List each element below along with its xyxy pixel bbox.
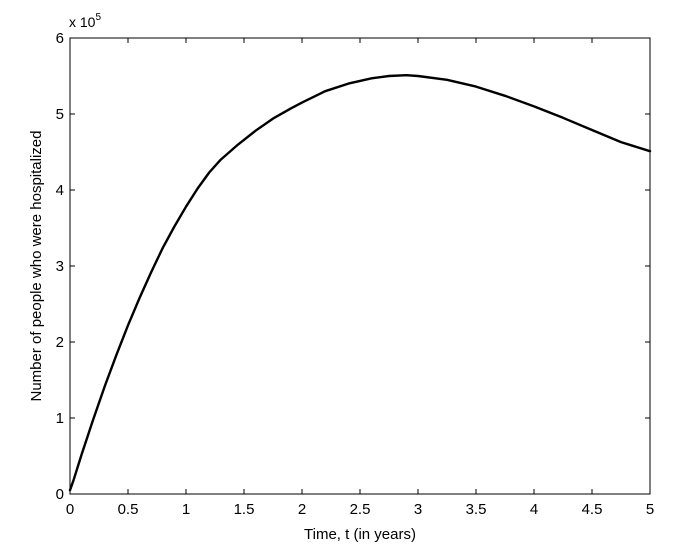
x-tick-label: 5 — [646, 501, 654, 518]
y-tick-label: 3 — [56, 258, 64, 275]
x-tick-label: 1 — [182, 501, 190, 518]
y-tick-label: 1 — [56, 410, 64, 427]
y-axis-label: Number of people who were hospitalized — [28, 131, 45, 402]
series-line — [68, 74, 652, 492]
y-tick-label: 2 — [56, 334, 64, 351]
y-tick-label: 4 — [56, 182, 64, 199]
x-tick-label: 2 — [298, 501, 306, 518]
plot-frame — [69, 37, 651, 495]
x-axis-label: Time, t (in years) — [304, 526, 416, 543]
x-tick-label: 2.5 — [350, 501, 371, 518]
x-tick-label: 4.5 — [582, 501, 603, 518]
x-tick-label: 0 — [66, 501, 74, 518]
x-ticks: 0 0.5 1 1.5 2 2.5 3 3.5 4 4.5 5 — [66, 38, 654, 518]
y-tick-label: 6 — [56, 30, 64, 47]
x-tick-label: 4 — [530, 501, 538, 518]
x-tick-label: 3 — [414, 501, 422, 518]
x-tick-label: 0.5 — [118, 501, 139, 518]
y-tick-label: 5 — [56, 106, 64, 123]
y-multiplier-label: x 105 — [69, 12, 101, 30]
x-tick-label: 3.5 — [466, 501, 487, 518]
y-ticks: 0 1 2 3 4 5 6 — [56, 30, 650, 503]
x-tick-label: 1.5 — [234, 501, 255, 518]
y-tick-label: 0 — [56, 486, 64, 503]
y-multiplier-exponent: 5 — [95, 12, 101, 23]
